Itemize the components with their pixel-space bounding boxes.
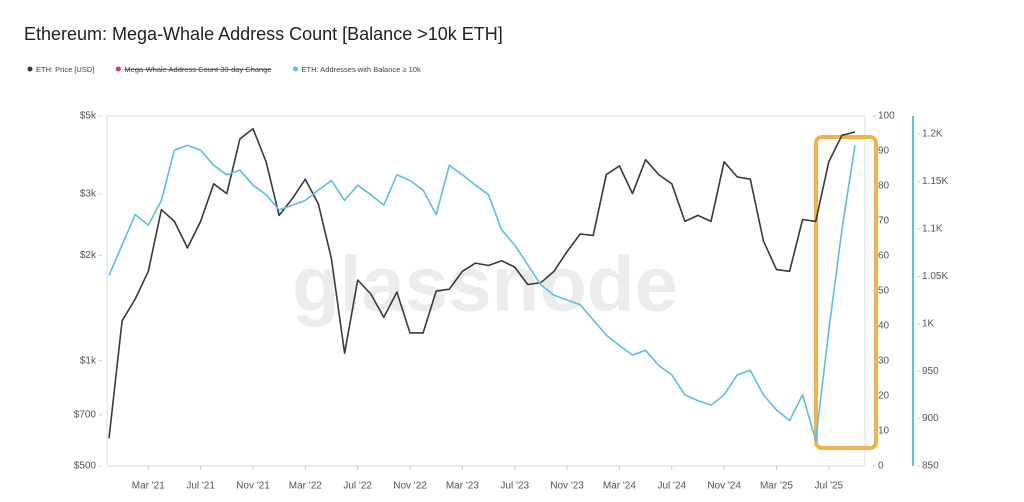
x-tick-label: Jul '23: [500, 481, 529, 492]
y3ticks-label: 1.1K: [922, 224, 943, 235]
y2ticks-label: 20: [878, 391, 890, 402]
highlight-box: [814, 135, 878, 450]
x-tick-label: Nov '21: [236, 481, 270, 492]
y2ticks-label: 10: [878, 426, 890, 437]
yticks-label: $700: [74, 409, 97, 420]
series-line: [108, 144, 856, 442]
x-tick-label: Mar '25: [760, 481, 793, 492]
legend-dot: [293, 66, 299, 72]
y3ticks-label: 1.2K: [922, 129, 943, 140]
plot-frame: [106, 115, 866, 467]
x-tick-label: Jul '24: [657, 481, 686, 492]
y2ticks-label: 80: [878, 181, 890, 192]
yticks-label: $1k: [80, 355, 97, 366]
y3ticks-label: 850: [922, 461, 939, 472]
y2ticks-label: 70: [878, 216, 890, 227]
yticks-label: $2k: [80, 250, 97, 261]
x-tick-label: Nov '23: [550, 481, 584, 492]
legend-dot: [115, 66, 121, 72]
y3ticks-label: 900: [922, 413, 939, 424]
y3ticks-label: 950: [922, 366, 939, 377]
chart-title: Ethereum: Mega-Whale Address Count [Bala…: [24, 24, 503, 44]
x-tick-label: Jul '22: [343, 481, 372, 492]
y2ticks-label: 30: [878, 356, 890, 367]
yticks-label: $3k: [80, 188, 97, 199]
x-tick-label: Jul '25: [815, 481, 844, 492]
legend-dot: [27, 66, 33, 72]
y2ticks-label: 60: [878, 251, 890, 262]
y2ticks-label: 0: [878, 461, 884, 472]
y2ticks-label: 50: [878, 286, 890, 297]
y2ticks-label: 100: [878, 111, 895, 122]
x-tick-label: Jul '21: [186, 481, 215, 492]
y2ticks-label: 90: [878, 146, 890, 157]
x-tick-label: Mar '21: [132, 481, 165, 492]
yticks-label: $500: [74, 461, 97, 472]
y3ticks-label: 1.05K: [922, 271, 948, 282]
x-tick-label: Nov '22: [393, 481, 427, 492]
legend-label: ETH: Price [USD]: [36, 65, 94, 74]
watermark: glassnode: [292, 240, 678, 328]
series-line: [108, 127, 856, 439]
x-tick-label: Mar '24: [603, 481, 636, 492]
legend-label: Mega-Whale Address Count 30-day Change: [124, 65, 271, 74]
y3ticks-label: 1K: [922, 318, 935, 329]
yticks-label: $5k: [80, 111, 97, 122]
y3ticks-label: 1.15K: [922, 176, 948, 187]
legend-label: ETH: Addresses with Balance ≥ 10k: [302, 65, 421, 74]
x-tick-label: Mar '23: [446, 481, 479, 492]
x-tick-label: Mar '22: [289, 481, 322, 492]
y2ticks-label: 40: [878, 321, 890, 332]
x-tick-label: Nov '24: [707, 481, 741, 492]
